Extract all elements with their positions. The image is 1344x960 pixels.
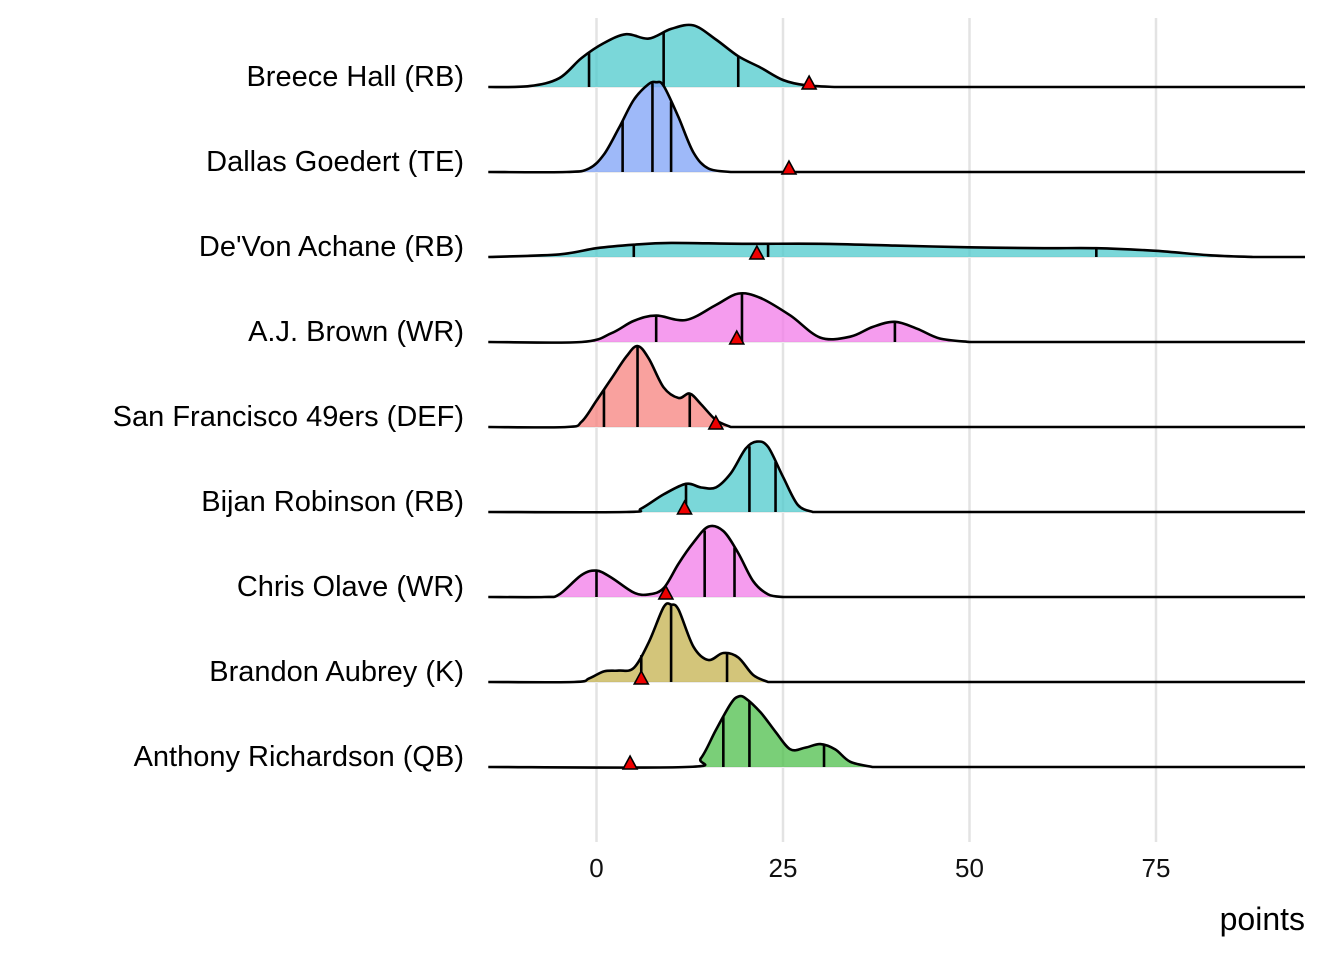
x-axis: 0 25 50 75 [589,853,1170,883]
projection-marker [657,584,675,600]
density-outline [488,23,1305,89]
x-tick-label: 50 [955,853,984,883]
projection-marker [748,244,766,260]
projection-marker [728,329,746,345]
player-label: San Francisco 49ers (DEF) [113,401,464,433]
density-fill [488,242,1305,257]
projection-marker [800,74,818,90]
density-outline [488,344,1305,429]
player-label: Breece Hall (RB) [246,61,464,93]
projection-marker [632,669,650,685]
density-fill [488,441,1305,513]
player-label: De'Von Achane (RB) [199,231,464,263]
x-tick-label: 25 [769,853,798,883]
ridge-layer [488,23,1305,770]
player-label: A.J. Brown (WR) [248,316,464,348]
density-fill [488,293,1305,343]
density-outline [488,440,1305,514]
label-layer: Breece Hall (RB) Dallas Goedert (TE) De'Vo… [113,61,464,773]
x-tick-label: 0 [589,853,603,883]
density-fill [488,24,1305,88]
projection-marker [676,499,693,515]
density-outline [488,524,1305,599]
density-fill [488,603,1305,683]
density-fill [488,81,1305,173]
player-label: Brandon Aubrey (K) [209,656,464,688]
density-outline [488,602,1305,684]
x-tick-label: 75 [1142,853,1171,883]
density-fill [488,696,1305,768]
density-outline [488,694,1305,769]
density-outline [488,80,1305,174]
density-outline [488,291,1305,344]
player-label: Chris Olave (WR) [237,571,464,603]
player-label: Dallas Goedert (TE) [206,146,464,178]
projection-marker [707,414,725,430]
projection-marker [780,159,798,175]
density-fill [488,525,1305,598]
grid-layer [595,18,1158,842]
player-label: Anthony Richardson (QB) [134,741,464,773]
density-outline [488,241,1305,259]
x-axis-title: points [1220,901,1305,937]
density-fill [488,345,1305,428]
player-label: Bijan Robinson (RB) [201,486,464,518]
projection-marker [621,754,639,770]
